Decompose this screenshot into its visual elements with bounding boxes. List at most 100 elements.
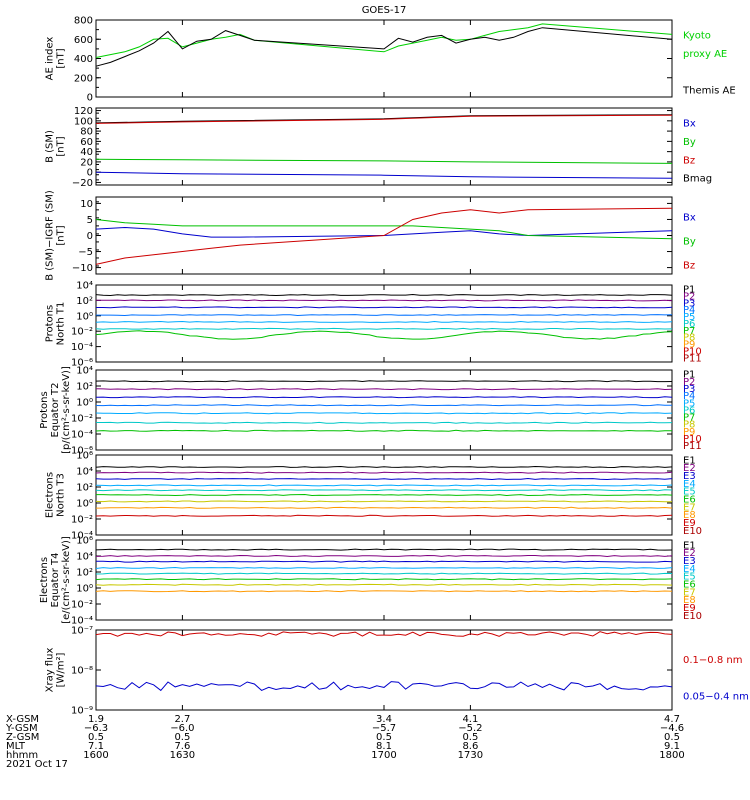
footer-row-label: 2021 Oct 17 [6, 759, 68, 770]
y-axis-label: North T3 [56, 473, 67, 517]
legend-entry: P9 [683, 340, 695, 351]
y-tick-label: 10⁰ [76, 499, 93, 510]
y-tick-label: 10⁻⁶ [71, 358, 93, 369]
y-tick-label: 100 [74, 116, 93, 127]
y-tick-label: 10⁴ [76, 281, 93, 292]
legend-entry: E9 [683, 603, 696, 614]
panel-frame [95, 284, 673, 363]
legend-entry: E2 [683, 463, 696, 474]
series-line-p6 [96, 421, 673, 424]
series-line-p5 [95, 412, 673, 415]
y-axis-label: Protons [39, 391, 50, 428]
series-line-p1 [95, 380, 673, 383]
series-line-e8 [95, 506, 673, 509]
footer-value: 1730 [458, 750, 483, 761]
legend-entry: P5 [683, 312, 695, 323]
legend-entry: P4 [683, 391, 695, 402]
legend-entry: Themis AE [682, 86, 736, 97]
series-line-by [95, 158, 673, 164]
y-tick-label: 80 [80, 127, 93, 138]
y-axis-label: Equator T4 [50, 553, 61, 608]
series-line-e5 [95, 572, 673, 575]
footer-value: 1630 [170, 750, 195, 761]
y-axis-label: B (SM)−IGRF (SM) [45, 190, 56, 281]
y-tick-label: 40 [80, 147, 93, 158]
series-line-p4 [95, 404, 673, 407]
footer-row-label: hhmm [6, 750, 38, 761]
y-axis-label: Protons [45, 305, 56, 342]
y-tick-label: −5 [78, 247, 93, 258]
y-tick-label: 10⁻² [71, 600, 93, 611]
panel-4: 10⁻⁶ 10⁻⁴ 10⁻² 10⁰ 10² 10⁴ Protons North T1 P1P2… [45, 281, 702, 369]
y-tick-label: 200 [74, 73, 93, 84]
legend-entry: P11 [683, 353, 702, 364]
legend-entry: E4 [683, 479, 696, 490]
legend-entry: 0.05−0.4 nm [683, 691, 749, 702]
legend-entry: Kyoto [683, 31, 711, 42]
series-line-themis-ae [95, 27, 673, 67]
series-line-e6 [96, 493, 673, 497]
y-tick-label: 10⁻⁸ [71, 666, 93, 677]
footer-value: 4.7 [664, 714, 680, 725]
y-tick-label: 10⁻⁹ [71, 706, 93, 717]
legend-entry: E5 [683, 572, 696, 583]
legend-entry: By [683, 137, 696, 148]
series-line-0-1-0-8-nm [95, 631, 673, 637]
legend-entry: P6 [683, 405, 695, 416]
y-axis-label: [nT] [56, 136, 67, 156]
y-tick-label: 10⁴ [76, 366, 93, 377]
y-axis-label: [nT] [56, 48, 67, 68]
series-line-bz [95, 114, 673, 124]
legend-entry: E5 [683, 487, 696, 498]
y-tick-label: 10² [76, 296, 93, 307]
y-tick-label: 10⁰ [76, 398, 93, 409]
series-line-p7 [95, 330, 673, 340]
footer-value: −5.2 [458, 723, 482, 734]
y-tick-label: 10² [76, 382, 93, 393]
y-tick-label: 10⁶ [76, 536, 93, 547]
series-line-by [95, 219, 673, 240]
footer-value: 8.6 [462, 741, 478, 752]
y-tick-label: 10⁻² [71, 414, 93, 425]
y-tick-label: 10⁻⁴ [71, 430, 93, 441]
footer-value: 0.5 [174, 732, 190, 743]
footer-value: 3.4 [376, 714, 392, 725]
legend-entry: Bz [683, 155, 695, 166]
footer-value: 0.5 [664, 732, 680, 743]
legend-entry: P7 [683, 326, 695, 337]
legend-entry: E1 [683, 455, 696, 466]
series-line-e2 [95, 554, 673, 558]
series-line-e3 [95, 477, 673, 481]
series-line-bz [95, 207, 673, 265]
series-line-kyoto-proxy-ae [95, 23, 673, 58]
footer-row-label: Z-GSM [6, 732, 39, 743]
footer-value: 1.9 [88, 714, 104, 725]
series-line-p4 [96, 314, 673, 317]
series-line-e7 [95, 500, 672, 503]
y-tick-label: 60 [80, 137, 93, 148]
legend-entry: Bmag [683, 174, 712, 185]
footer-row-label: Y-GSM [5, 723, 38, 734]
footer-value: 1800 [659, 750, 684, 761]
y-tick-label: 10⁻⁴ [71, 616, 93, 627]
y-tick-label: 10⁴ [76, 467, 93, 478]
y-tick-label: 10⁻⁶ [71, 446, 93, 457]
legend-entry: E8 [683, 595, 696, 606]
panel-3: −10 −5 0 5 10 B (SM)−IGRF (SM) [nT] Bx By Bz [45, 190, 696, 281]
y-tick-label: 0 [87, 231, 93, 242]
series-line-p6 [95, 327, 673, 330]
y-tick-label: 10⁴ [76, 552, 93, 563]
panel-1: 0 200 400 600 800 AE index [nT] Kyoto proxy AE Th… [45, 16, 736, 104]
series-line-p5 [95, 320, 673, 323]
series-line-p3 [95, 396, 673, 399]
footer-value: 9.1 [664, 741, 680, 752]
footer-value: 7.1 [88, 741, 104, 752]
y-tick-label: 10² [76, 483, 93, 494]
legend-entry: By [683, 236, 696, 247]
footer-value: 0.5 [88, 732, 104, 743]
footer-value: 2.7 [174, 714, 190, 725]
footer-row-label: MLT [6, 741, 26, 752]
